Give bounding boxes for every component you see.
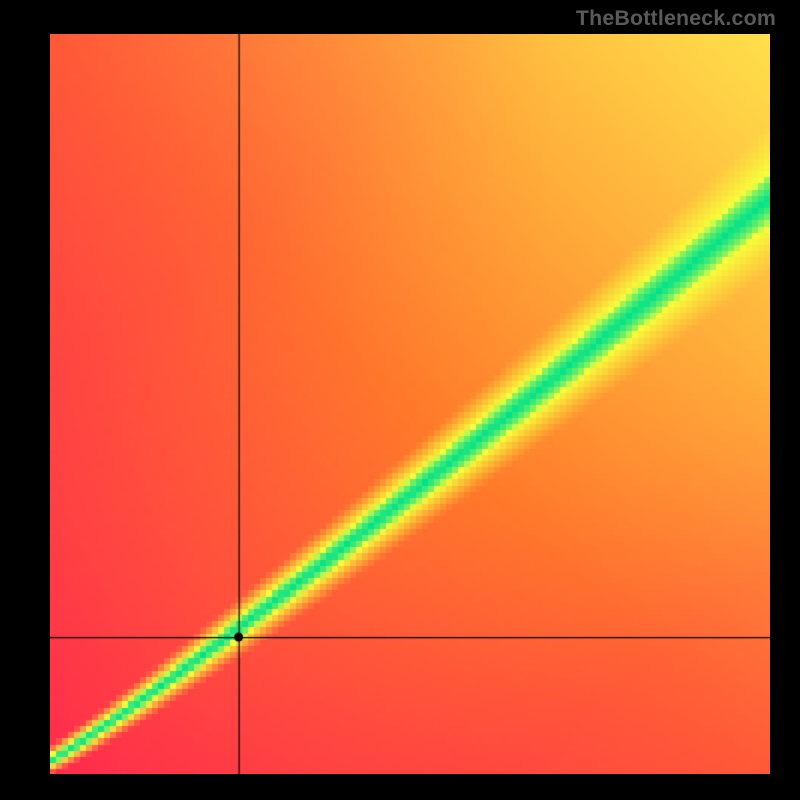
bottleneck-heatmap — [50, 34, 770, 774]
watermark-label: TheBottleneck.com — [576, 6, 776, 31]
chart-container: { "watermark": { "text": "TheBottleneck.… — [0, 0, 800, 800]
